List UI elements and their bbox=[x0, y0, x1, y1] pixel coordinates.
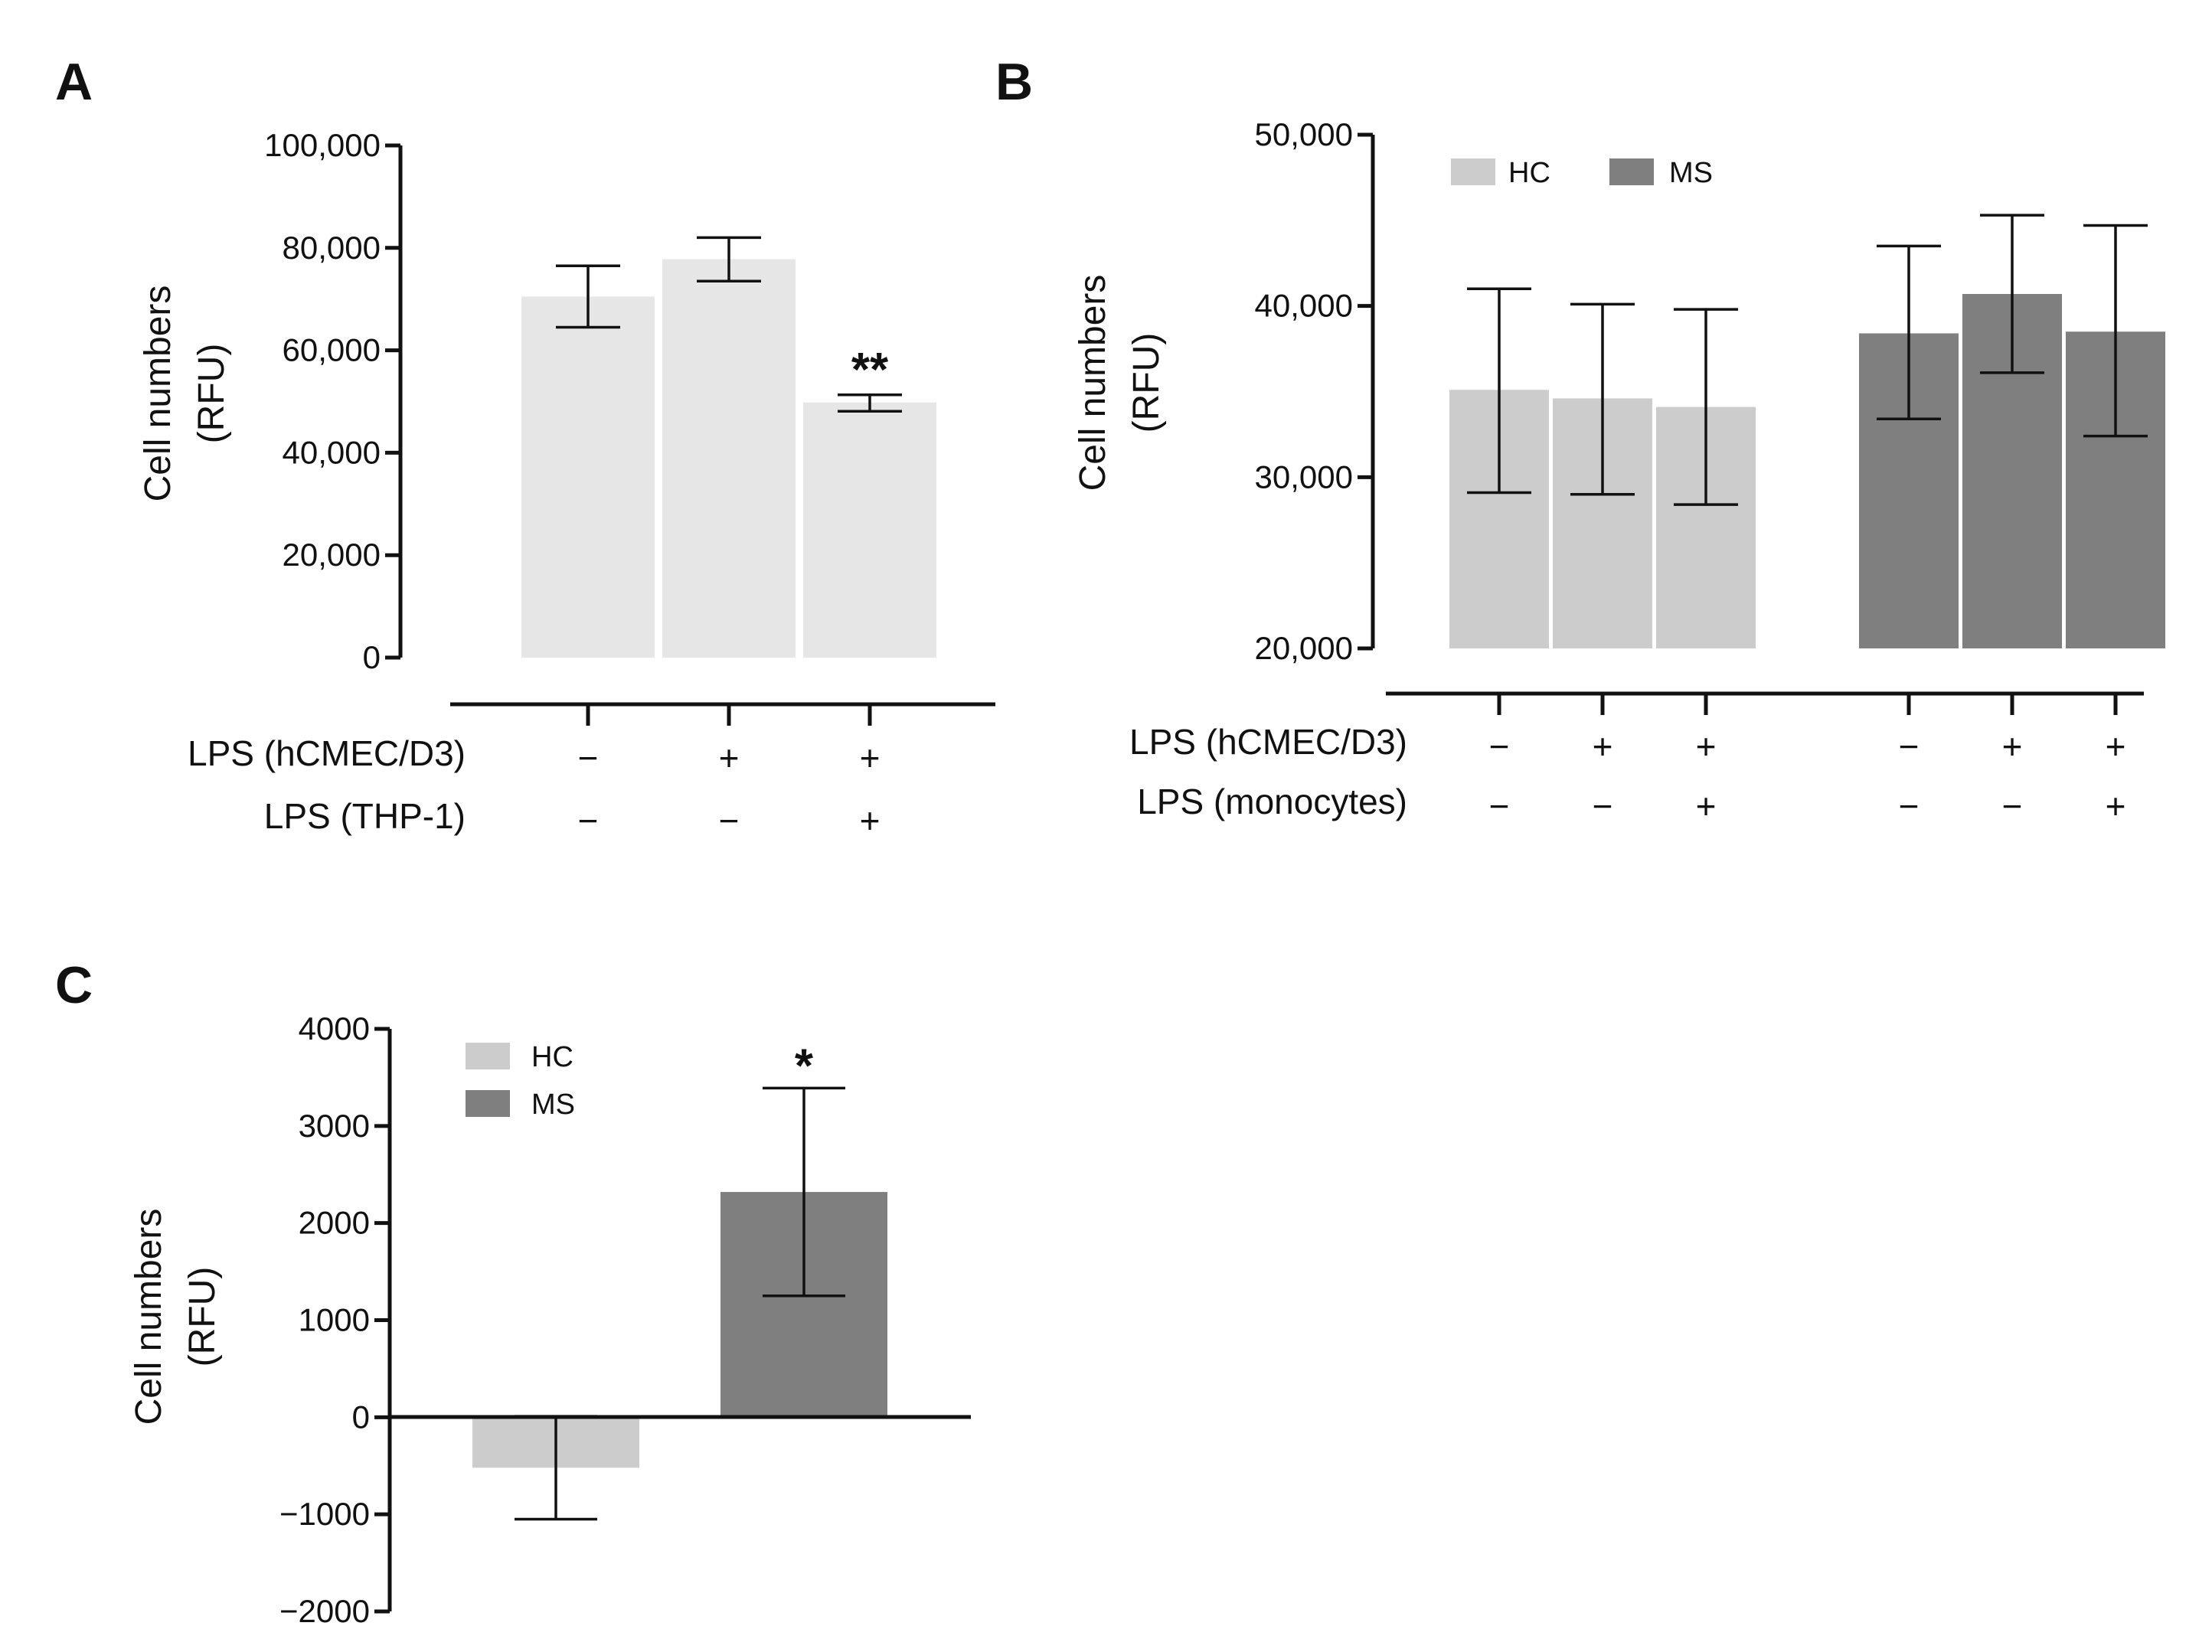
panel-c-legend-label-hc: HC bbox=[531, 1041, 573, 1073]
y-tick-label: 3000 bbox=[299, 1108, 370, 1144]
condition-sign: + bbox=[719, 738, 740, 778]
panel-a: A Cell numbers (RFU) 0 20,000 40,000 60,000… bbox=[55, 53, 995, 841]
y-tick-label: 2000 bbox=[299, 1205, 370, 1241]
panel-a-y-axis: 0 20,000 40,000 60,000 80,000 100,000 bbox=[264, 127, 403, 675]
panel-c-legend-swatch-hc bbox=[466, 1043, 510, 1069]
condition-sign: + bbox=[1696, 786, 1717, 826]
y-tick-label: 40,000 bbox=[283, 434, 381, 470]
significance-label: ** bbox=[851, 344, 889, 397]
panel-a-ylabel-line2: (RFU) bbox=[191, 344, 232, 444]
condition-sign: − bbox=[1899, 786, 1920, 826]
panel-b: B Cell numbers (RFU) 20,000 30,000 40,000 5… bbox=[995, 53, 2165, 826]
panel-b-legend-swatch-ms bbox=[1609, 158, 1654, 185]
panel-a-condition-signs: − + + − − + bbox=[578, 738, 881, 841]
panel-b-y-axis: 20,000 30,000 40,000 50,000 bbox=[1255, 116, 1375, 666]
bar bbox=[803, 402, 936, 658]
y-tick-label: 30,000 bbox=[1255, 459, 1353, 495]
y-tick-label: 100,000 bbox=[264, 127, 381, 163]
y-tick-label: 0 bbox=[363, 639, 381, 675]
panel-a-bars: ** bbox=[521, 236, 936, 658]
panel-a-condition-label-2: LPS (THP-1) bbox=[264, 796, 466, 836]
bar bbox=[521, 296, 655, 658]
panel-c-label: C bbox=[55, 956, 93, 1014]
y-tick-label: 20,000 bbox=[1255, 630, 1353, 666]
y-tick-label: 4000 bbox=[299, 1010, 370, 1046]
panel-a-condition-label-1: LPS (hCMEC/D3) bbox=[188, 733, 466, 773]
condition-sign: − bbox=[1489, 726, 1510, 766]
condition-sign: − bbox=[719, 801, 740, 841]
y-tick-label: 80,000 bbox=[283, 230, 381, 266]
condition-sign: + bbox=[1593, 726, 1613, 766]
panel-c-ylabel-line2: (RFU) bbox=[182, 1267, 223, 1367]
y-tick-label: 60,000 bbox=[283, 332, 381, 368]
y-tick-label: 0 bbox=[352, 1399, 370, 1435]
panel-a-ylabel-line1: Cell numbers bbox=[138, 286, 178, 502]
condition-sign: + bbox=[2002, 726, 2023, 766]
condition-sign: − bbox=[2002, 786, 2023, 826]
panel-b-ylabel-line2: (RFU) bbox=[1126, 333, 1167, 433]
panel-b-label: B bbox=[995, 53, 1033, 111]
panel-b-condition-label-2: LPS (monocytes) bbox=[1137, 782, 1407, 821]
panel-c-ylabel-line1: Cell numbers bbox=[129, 1209, 169, 1425]
panel-a-x-ticks bbox=[586, 704, 872, 726]
condition-sign: − bbox=[578, 738, 599, 778]
condition-sign: + bbox=[2106, 726, 2126, 766]
panel-c-legend-swatch-ms bbox=[466, 1090, 510, 1117]
panel-b-legend: HC MS bbox=[1451, 157, 1713, 189]
condition-sign: − bbox=[1593, 786, 1613, 826]
panel-c-legend-label-ms: MS bbox=[531, 1089, 575, 1121]
panel-c-bars: * bbox=[472, 1040, 887, 1521]
condition-sign: + bbox=[860, 738, 881, 778]
panel-b-x-ticks bbox=[1497, 694, 2118, 715]
bar bbox=[662, 259, 796, 658]
y-tick-label: 20,000 bbox=[283, 537, 381, 573]
y-tick-label: 50,000 bbox=[1255, 116, 1353, 152]
panel-b-ylabel-line1: Cell numbers bbox=[1073, 275, 1113, 491]
condition-sign: − bbox=[578, 801, 599, 841]
condition-sign: + bbox=[1696, 726, 1717, 766]
y-tick-label: −1000 bbox=[279, 1496, 370, 1532]
panel-b-condition-signs: − + + − + + − − + − − + bbox=[1489, 726, 2126, 826]
panel-c-y-axis: −2000 −1000 0 1000 2000 3000 4000 bbox=[279, 1010, 392, 1629]
y-tick-label: −2000 bbox=[279, 1593, 370, 1629]
y-tick-label: 1000 bbox=[299, 1302, 370, 1338]
panel-b-legend-label-hc: HC bbox=[1508, 157, 1550, 189]
condition-sign: + bbox=[860, 801, 881, 841]
y-tick-label: 40,000 bbox=[1255, 288, 1353, 324]
panel-c: C Cell numbers (RFU) −2000 −1000 0 1000 2000… bbox=[55, 956, 971, 1629]
panel-c-legend: HC MS bbox=[466, 1041, 575, 1121]
significance-label: * bbox=[795, 1040, 814, 1092]
panel-a-label: A bbox=[55, 53, 93, 111]
panel-b-legend-swatch-hc bbox=[1451, 158, 1495, 185]
condition-sign: + bbox=[2106, 786, 2126, 826]
panel-b-bars bbox=[1449, 214, 2165, 648]
condition-sign: − bbox=[1489, 786, 1510, 826]
panel-b-legend-label-ms: MS bbox=[1669, 157, 1713, 189]
panel-b-condition-label-1: LPS (hCMEC/D3) bbox=[1129, 722, 1407, 762]
condition-sign: − bbox=[1899, 726, 1920, 766]
